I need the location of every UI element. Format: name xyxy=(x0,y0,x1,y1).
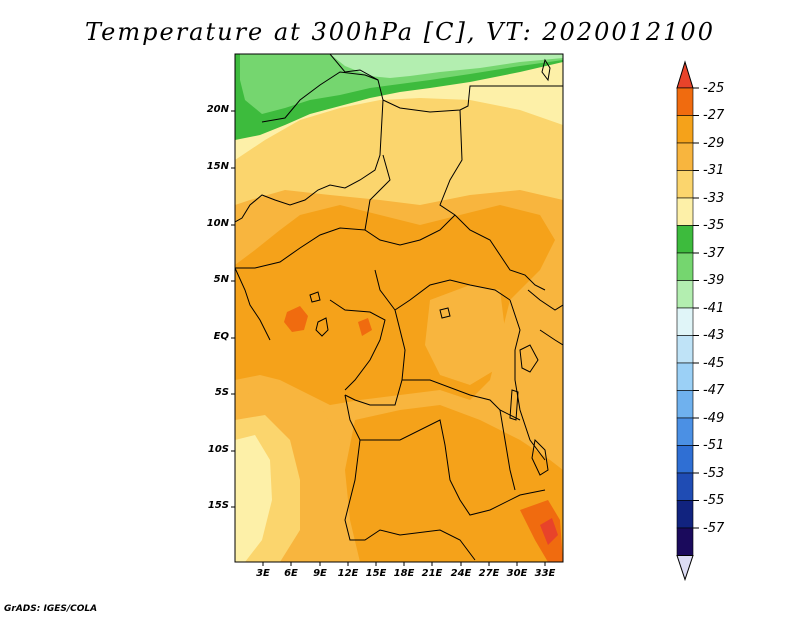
colorbar-label: -37 xyxy=(703,246,725,261)
colorbar xyxy=(676,60,699,582)
lat-label: EQ xyxy=(213,331,229,342)
colorbar-swatch xyxy=(676,170,694,199)
colorbar-swatch xyxy=(676,225,694,254)
lon-label: 9E xyxy=(313,568,327,579)
colorbar-swatch xyxy=(676,417,694,446)
colorbar-swatch xyxy=(676,362,694,391)
temperature-field xyxy=(235,54,563,562)
colorbar-swatch xyxy=(676,390,694,419)
lat-label: 10S xyxy=(207,444,229,455)
lon-label: 24E xyxy=(450,568,472,579)
lat-label: 15S xyxy=(207,500,229,511)
lon-label: 18E xyxy=(393,568,415,579)
lat-label: 20N xyxy=(206,104,229,115)
lon-label: 30E xyxy=(506,568,528,579)
lat-ticks xyxy=(231,110,235,508)
colorbar-swatch xyxy=(676,142,694,171)
colorbar-swatch xyxy=(676,252,694,281)
lon-label: 33E xyxy=(534,568,556,579)
lon-label: 27E xyxy=(478,568,500,579)
lon-ticks xyxy=(262,562,546,566)
colorbar-label: -29 xyxy=(703,136,725,151)
colorbar-swatch xyxy=(676,445,694,474)
colorbar-label: -39 xyxy=(703,273,725,288)
lat-label: 5N xyxy=(213,274,229,285)
colorbar-label: -45 xyxy=(703,356,725,371)
colorbar-swatch xyxy=(676,197,694,226)
lat-label: 5S xyxy=(214,387,229,398)
chart-title: Temperature at 300hPa [C], VT: 202001210… xyxy=(85,18,715,46)
colorbar-label: -41 xyxy=(703,301,725,316)
colorbar-top-arrow xyxy=(676,60,694,89)
colorbar-swatch xyxy=(676,87,694,116)
lon-label: 21E xyxy=(421,568,443,579)
colorbar-swatch xyxy=(676,527,694,556)
colorbar-label: -53 xyxy=(703,466,725,481)
colorbar-label: -31 xyxy=(703,163,725,178)
lon-label: 3E xyxy=(256,568,270,579)
colorbar-label: -47 xyxy=(703,383,725,398)
colorbar-swatch xyxy=(676,280,694,309)
footer-credit: GrADS: IGES/COLA xyxy=(4,604,98,614)
lat-label: 15N xyxy=(206,161,229,172)
colorbar-label: -33 xyxy=(703,191,725,206)
colorbar-swatch xyxy=(676,115,694,144)
lon-label: 12E xyxy=(337,568,359,579)
map-frame xyxy=(234,53,564,563)
colorbar-swatch xyxy=(676,472,694,501)
lat-label: 10N xyxy=(206,218,229,229)
colorbar-label: -25 xyxy=(703,81,725,96)
colorbar-label: -55 xyxy=(703,493,725,508)
colorbar-label: -51 xyxy=(703,438,725,453)
lon-label: 6E xyxy=(284,568,298,579)
colorbar-swatch xyxy=(676,500,694,529)
colorbar-label: -49 xyxy=(703,411,725,426)
colorbar-label: -43 xyxy=(703,328,725,343)
colorbar-swatch xyxy=(676,335,694,364)
colorbar-label: -35 xyxy=(703,218,725,233)
lon-label: 15E xyxy=(365,568,387,579)
colorbar-swatch xyxy=(676,307,694,336)
colorbar-label: -57 xyxy=(703,521,725,536)
colorbar-bottom-arrow xyxy=(676,555,694,582)
colorbar-label: -27 xyxy=(703,108,725,123)
country-borders xyxy=(235,54,563,561)
